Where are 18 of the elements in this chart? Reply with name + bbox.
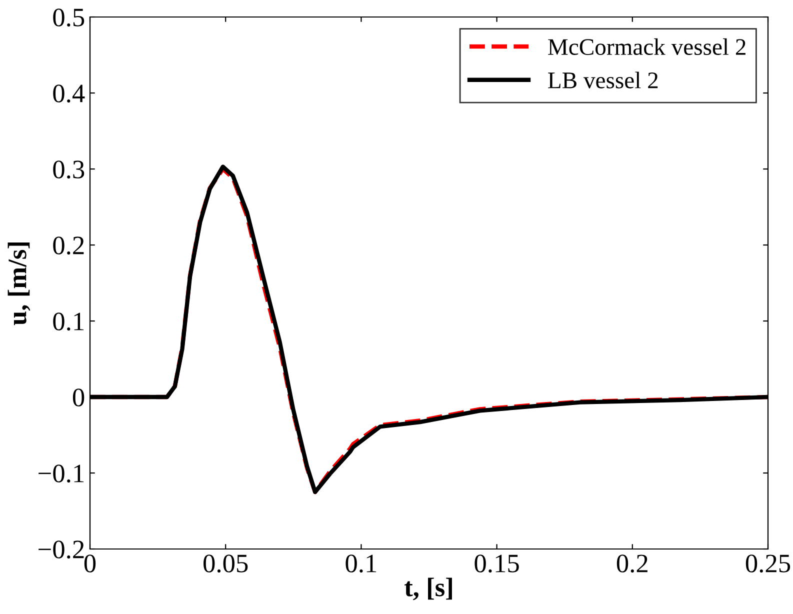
x-tick-label: 0.2 — [616, 554, 648, 573]
x-tick-label: 0.15 — [474, 554, 519, 573]
y-tick-label: 0.5 — [53, 8, 84, 27]
y-tick-label: −0.2 — [38, 540, 84, 559]
x-tick-label: 0 — [84, 554, 96, 572]
legend-label: LB vessel 2 — [548, 72, 658, 88]
y-tick-label: 0.4 — [53, 84, 85, 103]
y-tick-label: 0.1 — [53, 312, 84, 331]
legend-label: McCormack vessel 2 — [548, 38, 746, 56]
x-axis-title: t, [s] — [404, 578, 452, 600]
y-axis-title: u, [m/s] — [8, 242, 30, 326]
y-tick-label: −0.1 — [38, 464, 84, 483]
y-tick-label: 0.2 — [53, 236, 84, 255]
y-tick-label: 0.3 — [53, 160, 84, 179]
x-tick-label: 0.25 — [746, 554, 790, 573]
y-tick-label: 0 — [72, 388, 84, 406]
x-tick-label: 0.05 — [204, 554, 248, 573]
x-tick-label: 0.1 — [346, 554, 376, 573]
